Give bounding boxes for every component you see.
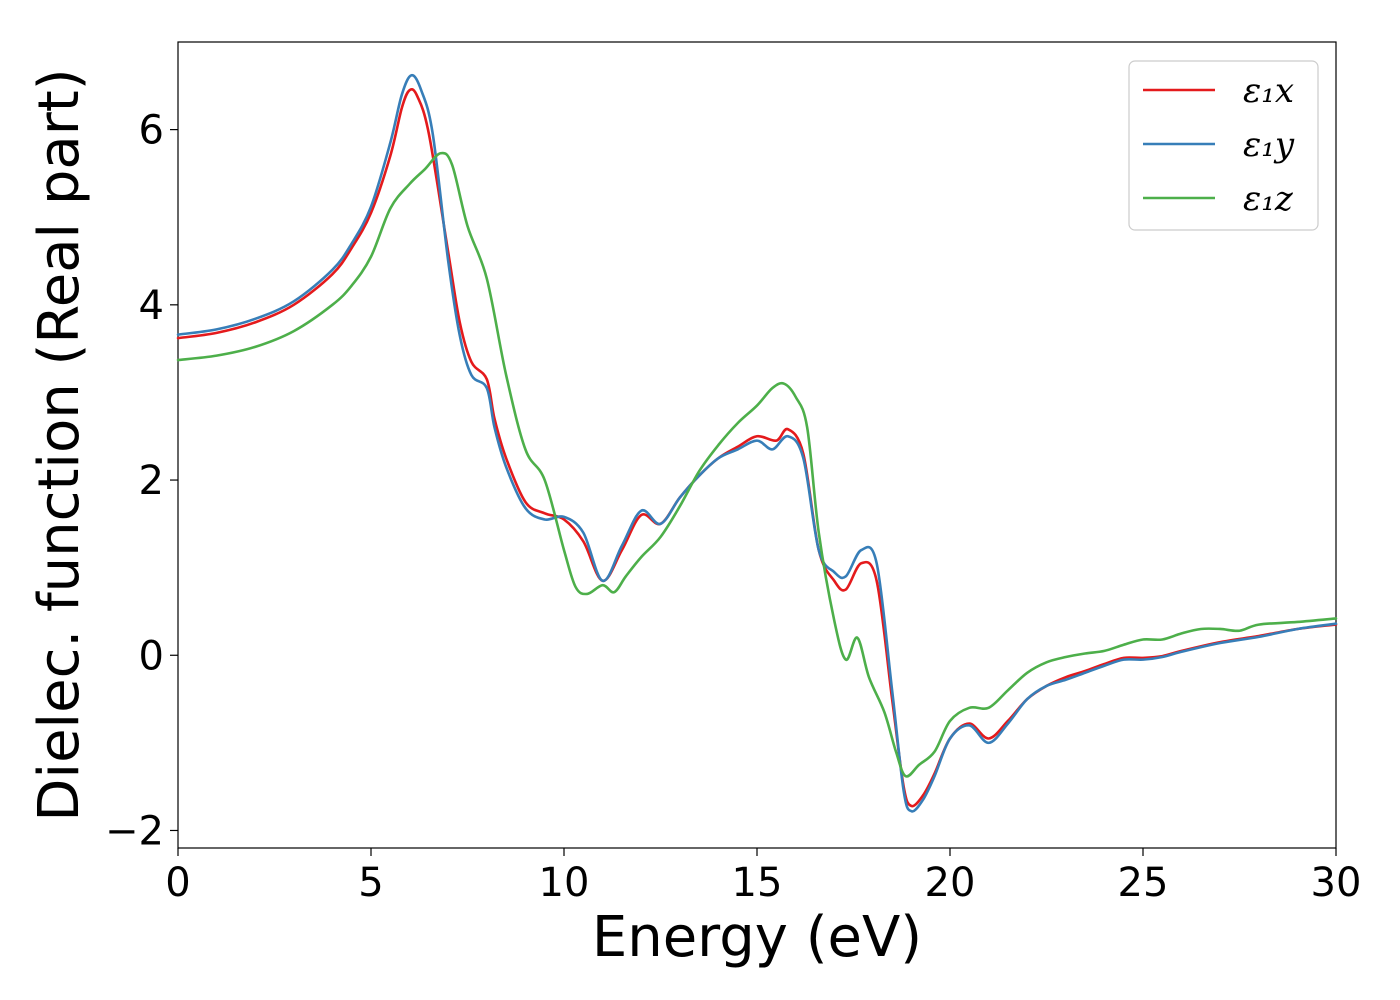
x-tick-label: 5 [358, 860, 383, 906]
legend-label-eps1z: ε₁z [1243, 179, 1294, 219]
y-tick-label: 6 [139, 108, 164, 154]
y-tick-label: 0 [139, 633, 164, 679]
x-axis-ticks: 0 5 10 15 20 25 30 [165, 848, 1361, 906]
x-tick-label: 30 [1311, 860, 1362, 906]
legend-label-eps1x: ε₁x [1243, 71, 1294, 111]
legend-box [1128, 60, 1319, 231]
y-axis-ticks: −2 0 2 4 6 [105, 108, 178, 854]
series-line-eps1z [176, 151, 1338, 778]
x-tick-label: 20 [925, 860, 976, 906]
legend-label-eps1y: ε₁y [1243, 125, 1295, 165]
y-axis-label: Dielec. function (Real part) [27, 68, 92, 821]
series-line-eps1x [176, 88, 1338, 808]
y-tick-label: 4 [139, 283, 164, 329]
series-line-eps1y [176, 73, 1338, 813]
x-tick-label: 10 [539, 860, 590, 906]
y-tick-label: 2 [139, 458, 164, 504]
x-axis-label: Energy (eV) [592, 905, 922, 970]
x-tick-label: 0 [165, 860, 190, 906]
x-tick-label: 15 [732, 860, 783, 906]
legend: ε₁x ε₁y ε₁z [1128, 60, 1319, 231]
y-tick-label: −2 [105, 808, 164, 854]
series-lines [176, 73, 1338, 813]
x-tick-label: 25 [1118, 860, 1169, 906]
